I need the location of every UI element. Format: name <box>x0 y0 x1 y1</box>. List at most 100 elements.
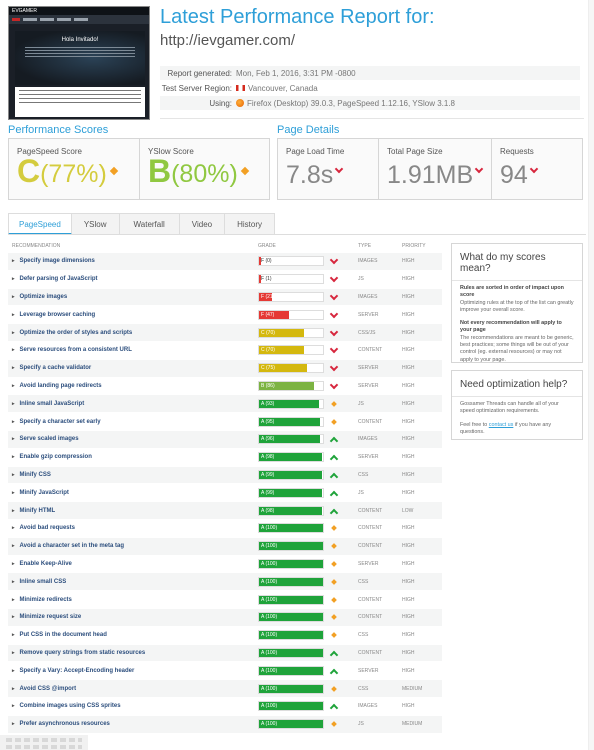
table-row[interactable]: Prefer asynchronous resources A (100) JS ME… <box>8 715 442 734</box>
table-row[interactable]: Specify image dimensions F (0) IMAGES HIGH <box>8 253 442 271</box>
recommendation-name[interactable]: Avoid bad requests <box>12 525 75 531</box>
recommendation-name[interactable]: Combine images using CSS sprites <box>12 703 121 709</box>
total-page-size-value: 1.91MB <box>387 161 474 189</box>
recommendation-name[interactable]: Prefer asynchronous resources <box>12 721 110 727</box>
table-row[interactable]: Minimize request size A (100) CONTENT HIGH <box>8 608 442 627</box>
recommendation-name[interactable]: Specify a Vary: Accept-Encoding header <box>12 668 135 674</box>
grade-value: F (0) <box>261 258 272 265</box>
table-row[interactable]: Avoid a character set in the meta tag A (… <box>8 537 442 556</box>
header-divider <box>160 118 584 119</box>
recommendation-name[interactable]: Optimize images <box>12 294 68 300</box>
neutral-diamond-icon <box>109 166 119 176</box>
table-row[interactable]: Specify a cache validator C (75) SERVER HIG… <box>8 359 442 378</box>
table-row[interactable]: Enable Keep-Alive A (100) SERVER HIGH <box>8 555 442 574</box>
table-row[interactable]: Minify CSS A (99) CSS HIGH <box>8 466 442 485</box>
table-row[interactable]: Avoid bad requests A (100) CONTENT HIGH <box>8 519 442 538</box>
recommendation-name[interactable]: Defer parsing of JavaScript <box>12 276 98 282</box>
rule-type: CONTENT <box>358 614 383 621</box>
recommendation-name[interactable]: Minify JavaScript <box>12 490 69 496</box>
recommendation-name[interactable]: Enable gzip compression <box>12 454 92 460</box>
recommendation-name[interactable]: Enable Keep-Alive <box>12 561 72 567</box>
grade-bar: F (21) <box>258 291 324 302</box>
table-row[interactable]: Minify HTML A (98) CONTENT LOW <box>8 502 442 520</box>
table-row[interactable]: Defer parsing of JavaScript F (1) JS HIGH <box>8 270 442 289</box>
grade-bar-fill <box>259 524 323 533</box>
rule-type: CONTENT <box>358 418 383 425</box>
recommendation-name[interactable]: Put CSS in the document head <box>12 632 107 638</box>
table-row[interactable]: Minimize redirects A (100) CONTENT HIGH <box>8 591 442 609</box>
grade-bar: C (70) <box>258 327 324 338</box>
table-row[interactable]: Leverage browser caching F (47) SERVER HIGH <box>8 306 442 325</box>
tab-waterfall[interactable]: Waterfall <box>119 213 180 235</box>
grade-bar-fill <box>259 720 323 729</box>
neutral-diamond-icon <box>330 596 338 604</box>
up-arrow-icon <box>330 453 338 461</box>
pagespeed-score-label: PageSpeed Score <box>17 147 82 156</box>
grade-bar: A (93) <box>258 398 324 409</box>
page-load-time-label: Page Load Time <box>286 147 345 156</box>
tab-video[interactable]: Video <box>179 213 226 235</box>
table-row[interactable]: Enable gzip compression A (98) SERVER HIGH <box>8 448 442 467</box>
rule-type: JS <box>358 489 364 496</box>
grade-bar-fill <box>259 399 319 408</box>
rule-priority: HIGH <box>402 365 415 372</box>
table-row[interactable]: Put CSS in the document head A (100) CSS HI… <box>8 626 442 645</box>
recommendation-name[interactable]: Remove query strings from static resourc… <box>12 650 146 656</box>
help-panel-title: Need optimization help? <box>452 371 582 397</box>
recommendation-name[interactable]: Specify a cache validator <box>12 365 92 371</box>
table-row[interactable]: Avoid landing page redirects B (86) SERVER… <box>8 377 442 396</box>
grade-bar: A (98) <box>258 452 324 463</box>
recommendation-name[interactable]: Avoid landing page redirects <box>12 383 102 389</box>
recommendation-name[interactable]: Inline small CSS <box>12 579 67 585</box>
recommendation-name[interactable]: Minify HTML <box>12 508 56 514</box>
footer-strip <box>0 735 88 750</box>
grade-value: A (100) <box>261 667 278 674</box>
recommendation-name[interactable]: Leverage browser caching <box>12 312 96 318</box>
col-recommendation: RECOMMENDATION <box>12 243 61 249</box>
tab-yslow[interactable]: YSlow <box>71 213 120 235</box>
recommendation-name[interactable]: Minify CSS <box>12 472 51 478</box>
recommendation-name[interactable]: Inline small JavaScript <box>12 401 85 407</box>
rule-priority: HIGH <box>402 596 415 603</box>
table-row[interactable]: Specify a character set early A (95) CONTE… <box>8 413 442 431</box>
recommendation-name[interactable]: Specify image dimensions <box>12 258 95 264</box>
table-row[interactable]: Inline small JavaScript A (93) JS HIGH <box>8 395 442 414</box>
table-row[interactable]: Combine images using CSS sprites A (100) I… <box>8 697 442 716</box>
recommendation-name[interactable]: Avoid CSS @import <box>12 686 77 692</box>
recommendation-name[interactable]: Serve scaled images <box>12 436 79 442</box>
table-row[interactable]: Optimize the order of styles and scripts… <box>8 324 442 342</box>
recommendation-name[interactable]: Minimize request size <box>12 614 82 620</box>
recommendation-name[interactable]: Avoid a character set in the meta tag <box>12 543 124 549</box>
grade-bar-fill <box>259 275 261 284</box>
table-row[interactable]: Serve scaled images A (96) IMAGES HIGH <box>8 430 442 449</box>
grade-value: A (96) <box>261 436 275 443</box>
grade-value: C (70) <box>261 347 275 354</box>
grade-value: A (100) <box>261 543 278 550</box>
recommendation-name[interactable]: Optimize the order of styles and scripts <box>12 330 133 336</box>
tab-pagespeed[interactable]: PageSpeed <box>8 213 72 235</box>
table-row[interactable]: Minify JavaScript A (99) JS HIGH <box>8 484 442 503</box>
recommendation-name[interactable]: Specify a character set early <box>12 419 101 425</box>
rule-type: JS <box>358 400 364 407</box>
rule-priority: MEDIUM <box>402 721 423 728</box>
table-row[interactable]: Inline small CSS A (100) CSS HIGH <box>8 573 442 592</box>
grade-bar-fill <box>259 381 315 390</box>
rule-type: SERVER <box>358 667 379 674</box>
rule-priority: HIGH <box>402 329 415 336</box>
table-row[interactable]: Avoid CSS @import A (100) CSS MEDIUM <box>8 680 442 698</box>
grade-bar: A (100) <box>258 541 324 552</box>
performance-scores-title: Performance Scores <box>8 124 109 136</box>
rule-type: SERVER <box>358 560 379 567</box>
table-row[interactable]: Serve resources from a consistent URL C (… <box>8 341 442 360</box>
table-row[interactable]: Optimize images F (21) IMAGES HIGH <box>8 288 442 307</box>
pagespeed-grade: C <box>17 153 41 189</box>
grade-bar: F (1) <box>258 274 324 285</box>
contact-us-link[interactable]: contact us <box>488 421 514 428</box>
grade-value: A (100) <box>261 721 278 728</box>
table-row[interactable]: Specify a Vary: Accept-Encoding header A … <box>8 662 442 681</box>
requests-value: 94 <box>500 161 528 189</box>
table-row[interactable]: Remove query strings from static resourc… <box>8 644 442 663</box>
recommendation-name[interactable]: Minimize redirects <box>12 597 72 603</box>
recommendation-name[interactable]: Serve resources from a consistent URL <box>12 347 132 353</box>
tab-history[interactable]: History <box>225 213 275 235</box>
